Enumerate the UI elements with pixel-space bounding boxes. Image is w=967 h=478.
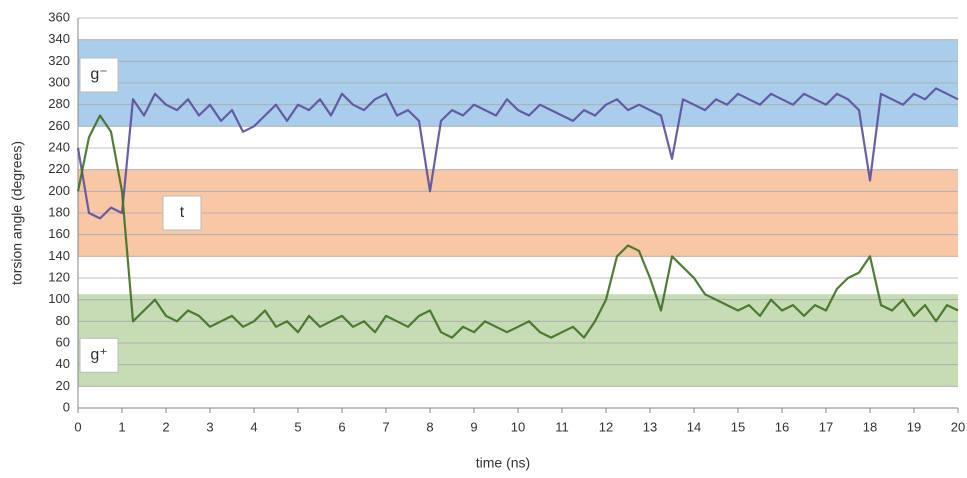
x-tick-label: 0 bbox=[74, 419, 81, 434]
x-tick-label: 2 bbox=[162, 419, 169, 434]
x-tick-label: 5 bbox=[294, 419, 301, 434]
band-label-box bbox=[162, 195, 202, 231]
band-label-box bbox=[79, 57, 119, 93]
x-tick-label: 3 bbox=[206, 419, 213, 434]
x-tick-label: 18 bbox=[863, 419, 877, 434]
y-tick-label: 360 bbox=[48, 9, 70, 24]
y-tick-label: 100 bbox=[48, 291, 70, 306]
y-tick-label: 180 bbox=[48, 204, 70, 219]
series-line bbox=[76, 87, 959, 220]
y-tick-label: 200 bbox=[48, 183, 70, 198]
y-tick-label: 0 bbox=[63, 399, 70, 414]
x-tick-label: 1 bbox=[118, 419, 125, 434]
x-tick-label: 12 bbox=[599, 419, 613, 434]
band-label: g⁻ bbox=[90, 66, 107, 83]
band-label-box bbox=[79, 337, 119, 373]
series-line bbox=[76, 114, 959, 339]
y-tick-label: 280 bbox=[48, 96, 70, 111]
x-tick-label: 8 bbox=[426, 419, 433, 434]
x-tick-label: 7 bbox=[382, 419, 389, 434]
x-axis-label: time (ns) bbox=[476, 455, 530, 471]
y-tick-label: 40 bbox=[56, 356, 70, 371]
y-axis-label: torsion angle (degrees) bbox=[9, 141, 25, 285]
y-tick-label: 260 bbox=[48, 118, 70, 133]
x-tick-label: 14 bbox=[687, 419, 701, 434]
y-tick-label: 160 bbox=[48, 226, 70, 241]
x-tick-label: 16 bbox=[775, 419, 789, 434]
x-tick-label: 9 bbox=[470, 419, 477, 434]
y-tick-label: 120 bbox=[48, 269, 70, 284]
x-tick-label: 6 bbox=[338, 419, 345, 434]
x-tick-label: 20 bbox=[951, 419, 965, 434]
y-tick-label: 20 bbox=[56, 378, 70, 393]
band-label: t bbox=[180, 204, 185, 221]
y-tick-label: 340 bbox=[48, 31, 70, 46]
y-tick-label: 320 bbox=[48, 53, 70, 68]
band bbox=[78, 294, 958, 387]
x-tick-label: 13 bbox=[643, 419, 657, 434]
x-tick-label: 17 bbox=[819, 419, 833, 434]
x-tick-label: 4 bbox=[250, 419, 257, 434]
y-tick-label: 220 bbox=[48, 161, 70, 176]
y-tick-label: 240 bbox=[48, 139, 70, 154]
x-tick-label: 19 bbox=[907, 419, 921, 434]
y-tick-label: 300 bbox=[48, 74, 70, 89]
x-tick-label: 15 bbox=[731, 419, 745, 434]
y-tick-label: 80 bbox=[56, 313, 70, 328]
x-tick-label: 10 bbox=[511, 419, 525, 434]
y-tick-label: 60 bbox=[56, 334, 70, 349]
y-tick-label: 140 bbox=[48, 248, 70, 263]
band-label: g⁺ bbox=[90, 347, 107, 364]
x-tick-label: 11 bbox=[555, 419, 569, 434]
